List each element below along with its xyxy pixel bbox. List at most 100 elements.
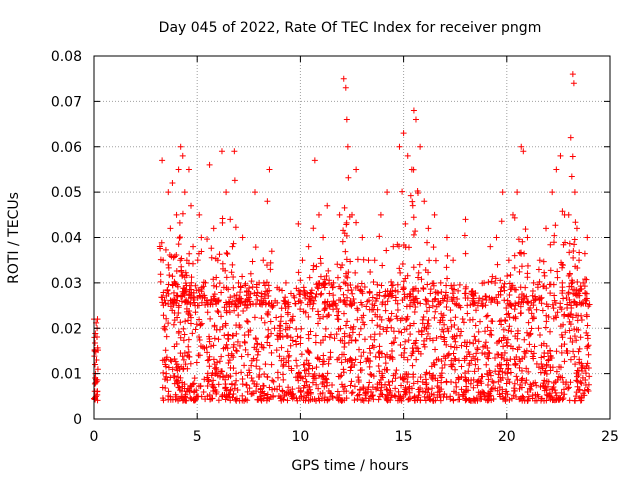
data-point: [215, 336, 222, 343]
data-point: [492, 368, 499, 375]
data-point: [417, 397, 424, 404]
data-point: [210, 356, 217, 363]
data-point: [398, 382, 405, 389]
data-point: [158, 239, 165, 246]
data-point: [578, 380, 585, 387]
data-point: [474, 302, 481, 309]
data-point: [316, 315, 323, 322]
data-point: [526, 385, 533, 392]
data-point: [317, 291, 324, 298]
data-point: [233, 330, 240, 337]
data-point: [505, 310, 512, 317]
data-point: [466, 360, 473, 367]
data-point: [448, 357, 455, 364]
data-point: [221, 391, 228, 398]
data-point: [335, 296, 342, 303]
data-point: [310, 225, 317, 232]
data-point: [280, 376, 287, 383]
data-point: [356, 331, 363, 338]
data-point: [517, 310, 524, 317]
data-point: [165, 301, 172, 307]
data-point: [504, 370, 511, 377]
data-point: [230, 332, 237, 339]
data-point: [327, 331, 334, 338]
data-point: [547, 367, 554, 374]
data-point: [383, 386, 390, 393]
data-point: [192, 326, 199, 333]
data-point: [282, 294, 289, 301]
data-point: [479, 295, 486, 302]
data-point: [239, 376, 246, 383]
data-point: [486, 350, 493, 357]
data-point: [423, 381, 430, 388]
data-point: [417, 300, 424, 307]
data-point: [293, 285, 300, 292]
data-point: [227, 294, 234, 301]
data-point: [504, 300, 511, 307]
data-point: [536, 332, 543, 339]
data-point: [247, 327, 254, 334]
data-point: [167, 225, 174, 232]
data-point: [372, 353, 379, 360]
data-point: [314, 355, 321, 362]
data-point: [557, 300, 564, 307]
data-point: [509, 211, 516, 218]
data-point: [461, 232, 468, 239]
data-point: [278, 357, 285, 364]
data-point: [210, 225, 217, 232]
data-point: [387, 316, 394, 323]
data-point: [552, 389, 559, 396]
data-point: [356, 346, 363, 353]
data-point: [402, 391, 409, 398]
data-point: [371, 336, 378, 343]
data-point: [340, 291, 347, 298]
data-point: [189, 260, 196, 267]
data-point: [547, 267, 554, 274]
data-point: [572, 219, 579, 226]
data-point: [211, 335, 218, 342]
data-point: [370, 396, 377, 403]
data-point: [429, 302, 436, 309]
data-point: [431, 361, 438, 368]
data-point: [547, 393, 554, 400]
data-point: [566, 270, 573, 277]
data-point: [574, 279, 581, 286]
data-point: [397, 341, 404, 348]
data-point: [337, 373, 344, 380]
data-point: [378, 282, 385, 289]
data-point: [564, 348, 571, 355]
data-point: [434, 383, 441, 390]
data-point: [341, 340, 348, 347]
data-point: [256, 279, 263, 286]
data-point: [574, 264, 581, 271]
data-point: [514, 335, 521, 342]
data-point: [194, 393, 201, 400]
data-point: [227, 216, 234, 223]
data-point: [443, 341, 450, 348]
data-point: [245, 331, 252, 338]
data-point: [268, 349, 275, 356]
data-point: [484, 324, 491, 331]
data-point: [568, 173, 575, 180]
data-point: [187, 300, 194, 307]
data-point: [341, 333, 348, 340]
data-point: [297, 306, 304, 313]
data-point: [582, 370, 589, 377]
data-point: [430, 372, 437, 379]
data-point: [558, 343, 565, 350]
data-point: [228, 269, 235, 276]
data-point: [187, 360, 194, 367]
data-point: [545, 356, 552, 363]
data-point: [295, 377, 302, 384]
data-point: [163, 370, 170, 377]
data-point: [411, 394, 418, 401]
data-point: [525, 298, 532, 305]
data-point: [348, 357, 355, 364]
data-point: [428, 391, 435, 398]
data-point: [442, 292, 449, 299]
data-point: [475, 338, 482, 345]
data-point: [383, 396, 390, 403]
data-point: [187, 382, 194, 389]
data-point: [405, 337, 412, 344]
data-point: [500, 343, 507, 350]
